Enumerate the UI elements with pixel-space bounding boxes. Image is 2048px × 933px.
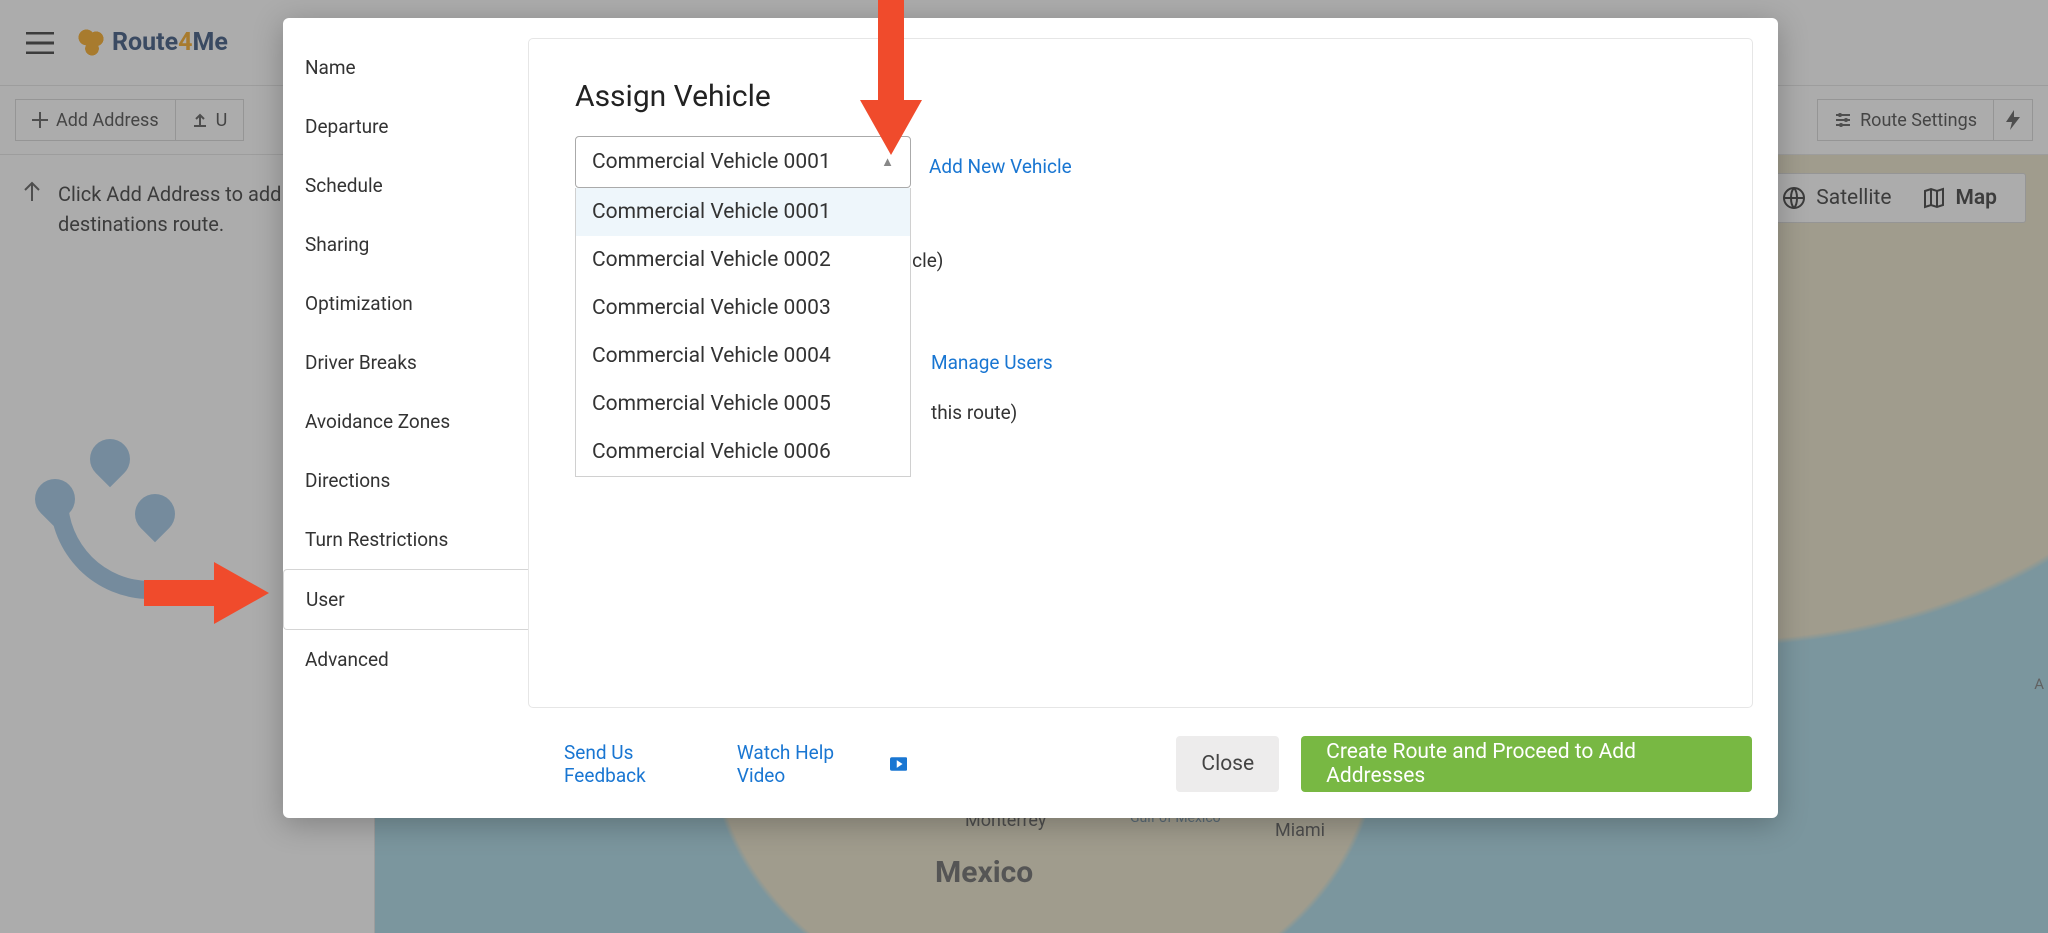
create-route-button[interactable]: Create Route and Proceed to Add Addresse… <box>1301 736 1752 792</box>
modal-tab-driver-breaks[interactable]: Driver Breaks <box>283 333 528 392</box>
callout-arrow-down-icon <box>860 0 922 155</box>
assign-vehicle-title: Assign Vehicle <box>575 79 1706 114</box>
watch-help-video-link[interactable]: Watch Help Video <box>737 741 908 787</box>
modal-content: Assign Vehicle Commercial Vehicle 0001 ▲… <box>528 38 1753 708</box>
vehicle-option[interactable]: Commercial Vehicle 0001 <box>576 188 910 236</box>
vehicle-select-value: Commercial Vehicle 0001 <box>592 150 831 174</box>
play-icon <box>890 757 907 771</box>
modal-footer: Send Us Feedback Watch Help Video Close … <box>283 718 1778 818</box>
modal-tab-schedule[interactable]: Schedule <box>283 156 528 215</box>
watch-help-video-label: Watch Help Video <box>737 741 882 787</box>
route-settings-modal: NameDepartureScheduleSharingOptimization… <box>283 18 1778 818</box>
close-button-label: Close <box>1201 752 1254 776</box>
modal-tab-departure[interactable]: Departure <box>283 97 528 156</box>
modal-tab-avoidance-zones[interactable]: Avoidance Zones <box>283 392 528 451</box>
close-button[interactable]: Close <box>1176 736 1279 792</box>
modal-tabs: NameDepartureScheduleSharingOptimization… <box>283 38 528 718</box>
modal-tab-user[interactable]: User <box>283 569 528 630</box>
vehicle-option[interactable]: Commercial Vehicle 0003 <box>576 284 910 332</box>
modal-tab-optimization[interactable]: Optimization <box>283 274 528 333</box>
vehicle-option[interactable]: Commercial Vehicle 0004 <box>576 332 910 380</box>
vehicle-option[interactable]: Commercial Vehicle 0005 <box>576 380 910 428</box>
chevron-up-icon: ▲ <box>881 154 894 170</box>
modal-tab-sharing[interactable]: Sharing <box>283 215 528 274</box>
modal-tab-directions[interactable]: Directions <box>283 451 528 510</box>
add-new-vehicle-link[interactable]: Add New Vehicle <box>929 155 1072 178</box>
modal-tab-turn-restrictions[interactable]: Turn Restrictions <box>283 510 528 569</box>
modal-tab-advanced[interactable]: Advanced <box>283 630 528 689</box>
vehicle-option[interactable]: Commercial Vehicle 0002 <box>576 236 910 284</box>
assign-user-hint-partial: this route) <box>931 401 1017 424</box>
send-feedback-link[interactable]: Send Us Feedback <box>564 741 715 787</box>
callout-arrow-right-icon <box>144 562 269 624</box>
vehicle-dropdown: Commercial Vehicle 0001Commercial Vehicl… <box>575 188 911 477</box>
modal-tab-name[interactable]: Name <box>283 38 528 97</box>
vehicle-option[interactable]: Commercial Vehicle 0006 <box>576 428 910 476</box>
create-route-button-label: Create Route and Proceed to Add Addresse… <box>1326 740 1727 788</box>
manage-users-link[interactable]: Manage Users <box>931 351 1053 374</box>
